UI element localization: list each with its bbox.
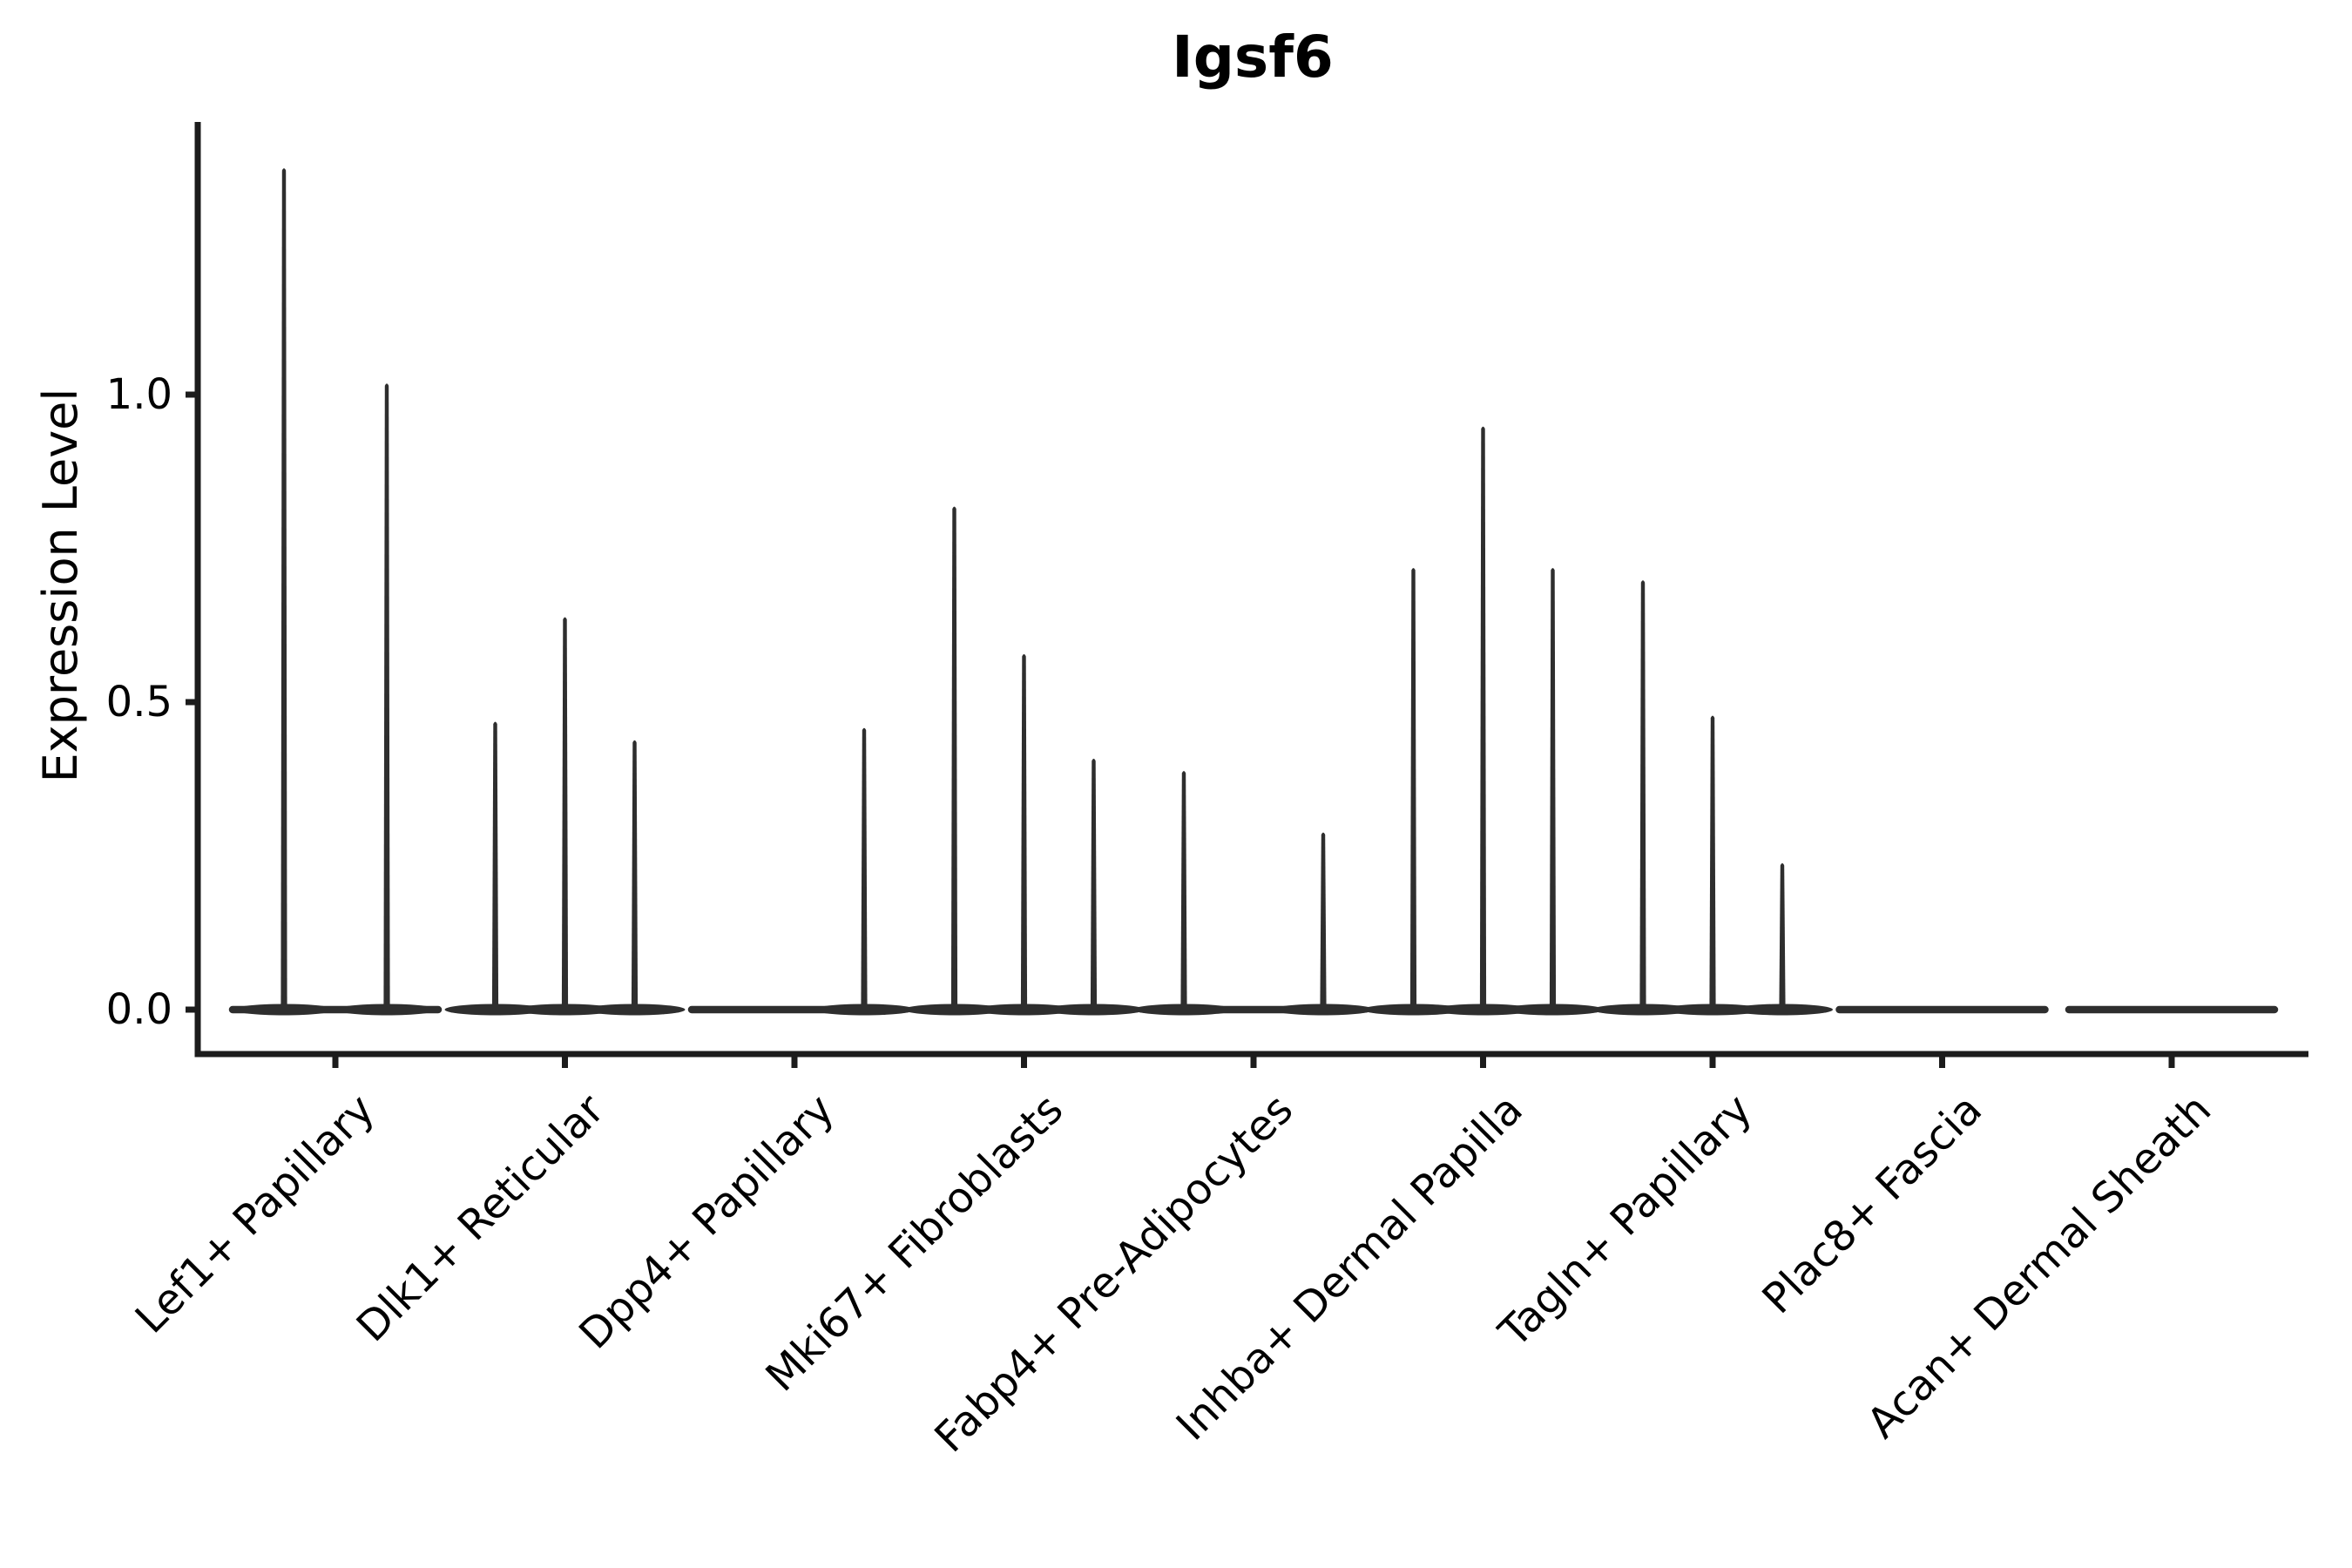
violin-spike — [280, 168, 287, 1010]
violin-spike — [861, 727, 868, 1010]
y-tick-label: 0.5 — [105, 678, 172, 727]
violin-spike — [1090, 759, 1098, 1010]
violin-spike — [383, 383, 390, 1010]
violin-spike — [1639, 580, 1646, 1010]
violin-spike — [561, 617, 569, 1010]
chart-title: Igsf6 — [1172, 24, 1334, 91]
violin-spike — [1180, 771, 1187, 1010]
y-tick-label: 0.0 — [105, 985, 172, 1034]
violin-spike — [1549, 568, 1557, 1010]
violin-spike — [950, 506, 958, 1010]
y-axis-label: Expression Level — [33, 388, 88, 783]
violin-spike — [1020, 654, 1028, 1010]
violin-spike — [1779, 863, 1786, 1010]
violin-spike — [631, 740, 639, 1010]
violin-spike — [1320, 832, 1327, 1010]
y-tick-label: 1.0 — [105, 370, 172, 419]
violin-spike — [1409, 568, 1417, 1010]
violin-spike — [491, 721, 499, 1010]
violin-spike — [1709, 715, 1716, 1010]
violin-spike — [1479, 426, 1487, 1010]
